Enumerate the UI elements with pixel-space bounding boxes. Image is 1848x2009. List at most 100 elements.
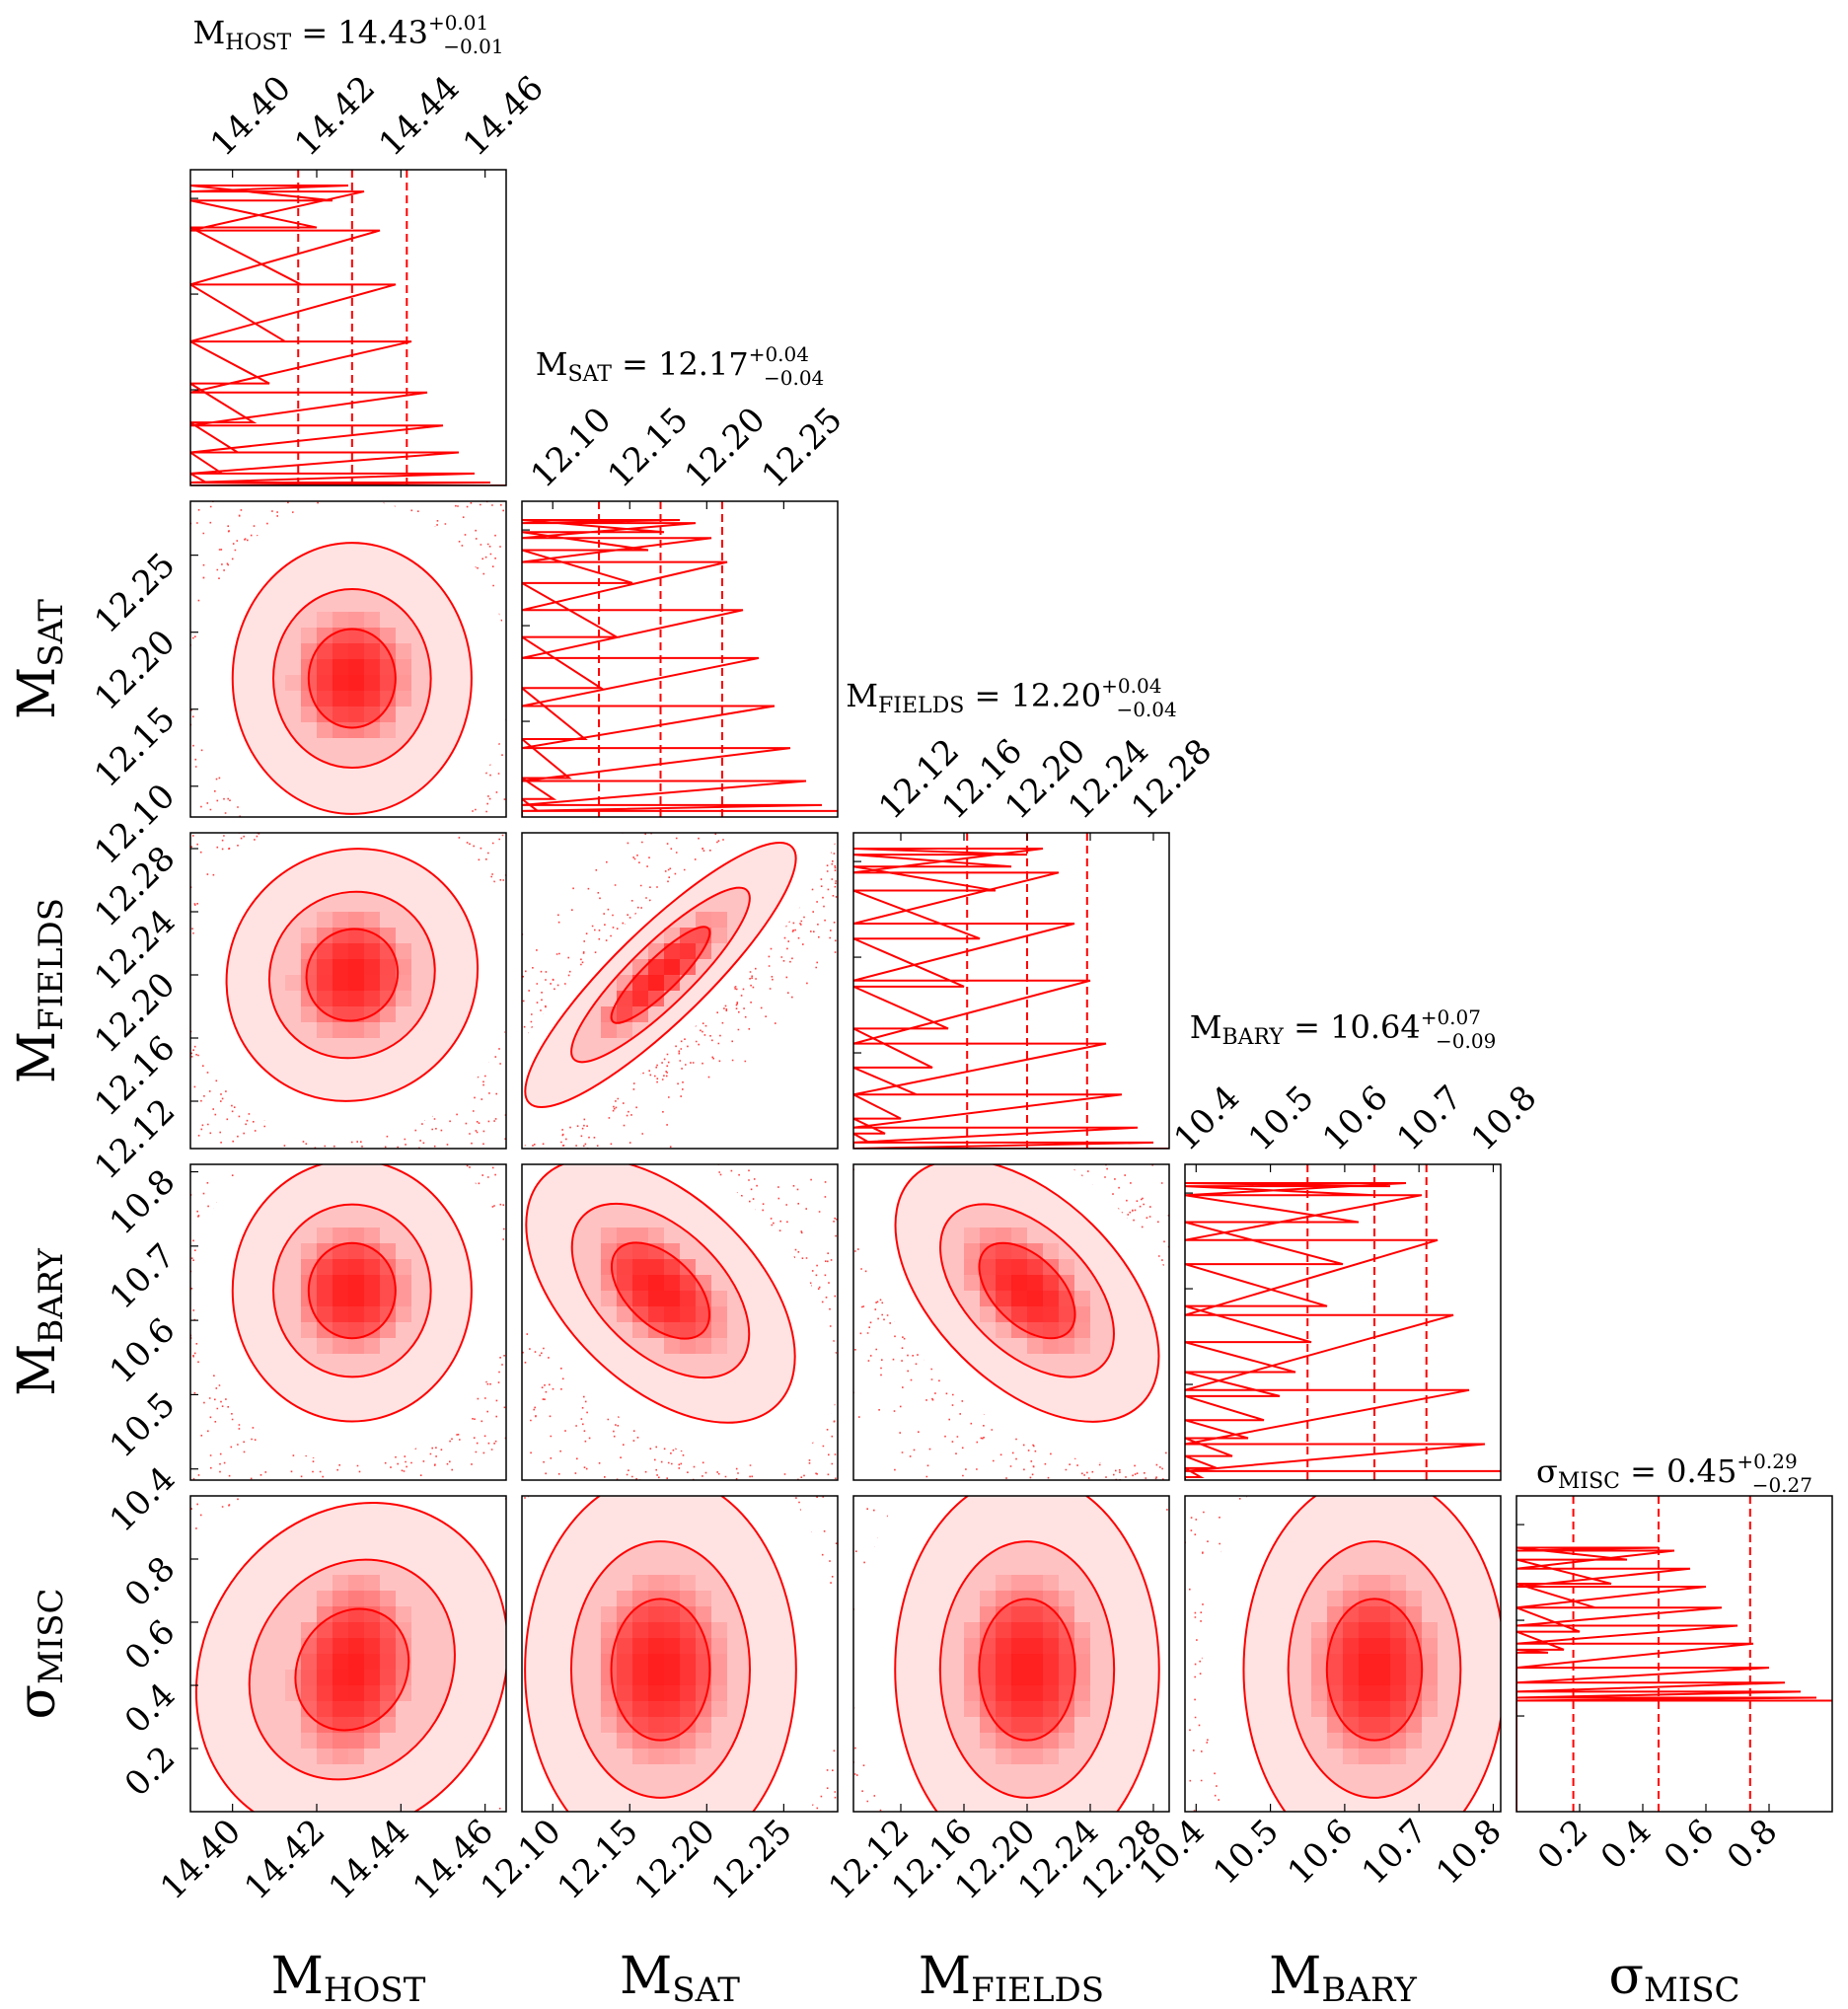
density-cell xyxy=(1059,1606,1074,1622)
density-cell xyxy=(364,1322,380,1338)
density-cell xyxy=(648,1749,664,1764)
density-cell xyxy=(396,1670,411,1685)
density-cell xyxy=(396,1606,411,1622)
density-cell xyxy=(1359,1591,1374,1606)
density-cell xyxy=(1059,1291,1074,1306)
density-cell xyxy=(1074,1322,1090,1338)
density-cell xyxy=(1343,1606,1359,1622)
density-cell xyxy=(996,1622,1011,1638)
density-cell xyxy=(664,1338,680,1354)
density-cell xyxy=(664,959,680,975)
density-cell xyxy=(1074,1622,1090,1638)
density-cell xyxy=(1059,1685,1074,1701)
y-tick-label: 10.5 xyxy=(103,1384,184,1465)
top-tick-label: 12.25 xyxy=(754,400,850,495)
density-cell xyxy=(601,1291,617,1306)
density-cell xyxy=(964,1654,980,1670)
density-cell xyxy=(1311,1622,1327,1638)
x-tick-label: 0.8 xyxy=(1720,1812,1786,1878)
density-cell xyxy=(380,1685,396,1701)
density-cell xyxy=(1359,1733,1374,1749)
density-cell xyxy=(380,975,396,991)
density-cell xyxy=(680,1717,696,1733)
density-cell xyxy=(648,1654,664,1670)
top-tick-label: 14.44 xyxy=(371,68,467,164)
density-cell xyxy=(396,659,411,675)
density-cell xyxy=(680,1259,696,1275)
density-cell xyxy=(1043,1717,1059,1733)
density-cell xyxy=(696,1701,711,1717)
top-tick-label: 10.5 xyxy=(1241,1079,1322,1159)
density-cell xyxy=(664,1685,680,1701)
panel-m_sat-vs-m_host xyxy=(190,501,506,817)
density-cell xyxy=(380,1717,396,1733)
density-cell xyxy=(601,1701,617,1717)
density-cell xyxy=(617,1228,632,1243)
density-cell xyxy=(1390,1685,1406,1701)
x-axis-label-m_fields: MFIELDS xyxy=(919,1947,1104,2009)
panel-frame xyxy=(852,1495,1170,1813)
density-cell xyxy=(680,1591,696,1606)
x-tick-label: 0.2 xyxy=(1530,1812,1596,1878)
density-cell xyxy=(333,707,348,722)
density-cell xyxy=(601,1606,617,1622)
density-cell xyxy=(664,1638,680,1654)
density-cell xyxy=(380,643,396,659)
density-cell xyxy=(648,1670,664,1685)
density-cell xyxy=(348,1022,364,1038)
density-cell xyxy=(1327,1622,1343,1638)
x-tick-label: 12.20 xyxy=(628,1812,723,1907)
density-cell xyxy=(285,1670,301,1685)
density-cell xyxy=(996,1259,1011,1275)
density-cell xyxy=(1043,1243,1059,1259)
density-cell xyxy=(1359,1749,1374,1764)
density-cell xyxy=(648,1228,664,1243)
density-cell xyxy=(333,1670,348,1685)
density-cell xyxy=(348,943,364,959)
density-cell xyxy=(380,1591,396,1606)
density-cell xyxy=(1027,1243,1043,1259)
density-cell xyxy=(1359,1717,1374,1733)
density-cell xyxy=(996,1733,1011,1749)
panel-frame xyxy=(189,832,507,1150)
density-cell xyxy=(996,1606,1011,1622)
density-cell xyxy=(664,1591,680,1606)
density-cell xyxy=(1406,1622,1422,1638)
density-cell xyxy=(333,1622,348,1638)
density-cell xyxy=(333,722,348,738)
density-cell xyxy=(380,1006,396,1022)
density-cell xyxy=(380,691,396,707)
density-cell xyxy=(664,928,680,943)
density-cell xyxy=(964,1685,980,1701)
x-axis-label-m_host: MHOST xyxy=(271,1947,426,2009)
density-cell xyxy=(1343,1670,1359,1685)
density-cell xyxy=(996,1291,1011,1306)
density-cell xyxy=(1390,1606,1406,1622)
density-cell xyxy=(301,1275,317,1291)
density-cell xyxy=(333,643,348,659)
density-cell xyxy=(680,928,696,943)
hist-panel-m_fields xyxy=(852,832,1170,1150)
density-cell xyxy=(696,1338,711,1354)
density-cell xyxy=(711,1701,727,1717)
density-cell xyxy=(632,1606,648,1622)
density-cell xyxy=(317,959,333,975)
density-cell xyxy=(364,1670,380,1685)
density-cell xyxy=(617,1259,632,1275)
top-tick-label: 14.46 xyxy=(456,68,552,164)
density-cell xyxy=(1374,1749,1390,1764)
density-cell xyxy=(632,1733,648,1749)
density-cell xyxy=(317,1670,333,1685)
density-cell xyxy=(648,1638,664,1654)
density-cell xyxy=(1027,1638,1043,1654)
density-cell xyxy=(664,1733,680,1749)
density-cell xyxy=(301,1701,317,1717)
density-cell xyxy=(364,1243,380,1259)
density-cell xyxy=(980,1591,996,1606)
density-cell xyxy=(317,1306,333,1322)
density-cell xyxy=(617,975,632,991)
density-cell xyxy=(980,1291,996,1306)
density-cell xyxy=(1311,1654,1327,1670)
density-cell xyxy=(333,1717,348,1733)
